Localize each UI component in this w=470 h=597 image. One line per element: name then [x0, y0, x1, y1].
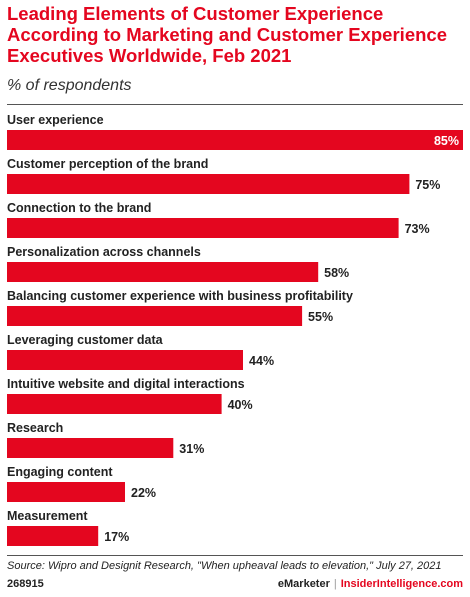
value-label: 75%	[415, 178, 440, 192]
category-label: Intuitive website and digital interactio…	[7, 377, 245, 391]
category-label: Measurement	[7, 509, 88, 523]
value-label: 85%	[434, 134, 459, 148]
category-label: Engaging content	[7, 465, 113, 479]
chart-title: Leading Elements of Customer Experience …	[7, 3, 447, 66]
value-label: 22%	[131, 486, 156, 500]
value-label: 17%	[104, 530, 129, 544]
category-label: Customer perception of the brand	[7, 157, 208, 171]
bar	[7, 174, 410, 194]
brand-credit: eMarketer | InsiderIntelligence.com	[278, 578, 463, 590]
category-label: Personalization across channels	[7, 245, 201, 259]
value-label: 55%	[308, 310, 333, 324]
top-divider	[7, 104, 463, 105]
category-label: User experience	[7, 113, 104, 127]
bar	[7, 350, 243, 370]
category-label: Leveraging customer data	[7, 333, 164, 347]
bar	[7, 130, 463, 150]
category-label: Research	[7, 421, 63, 435]
bottom-divider	[7, 555, 463, 556]
value-label: 31%	[179, 442, 204, 456]
chart-subtitle: % of respondents	[7, 77, 132, 94]
bar	[7, 526, 99, 546]
value-label: 73%	[405, 222, 430, 236]
bar	[7, 262, 319, 282]
bar	[7, 394, 222, 414]
value-label: 44%	[249, 354, 274, 368]
bar	[7, 218, 399, 238]
category-label: Connection to the brand	[7, 201, 151, 215]
value-label: 40%	[228, 398, 253, 412]
value-label: 58%	[324, 266, 349, 280]
bar	[7, 482, 125, 502]
chart-id: 268915	[7, 578, 44, 590]
brand-primary: eMarketer	[277, 578, 330, 590]
bar	[7, 306, 303, 326]
brand-separator: |	[333, 578, 337, 590]
category-label: Balancing customer experience with busin…	[7, 289, 353, 303]
source-note: Source: Wipro and Designit Research, "Wh…	[7, 560, 442, 572]
brand-secondary: InsiderIntelligence.com	[340, 578, 463, 590]
bar	[7, 438, 174, 458]
